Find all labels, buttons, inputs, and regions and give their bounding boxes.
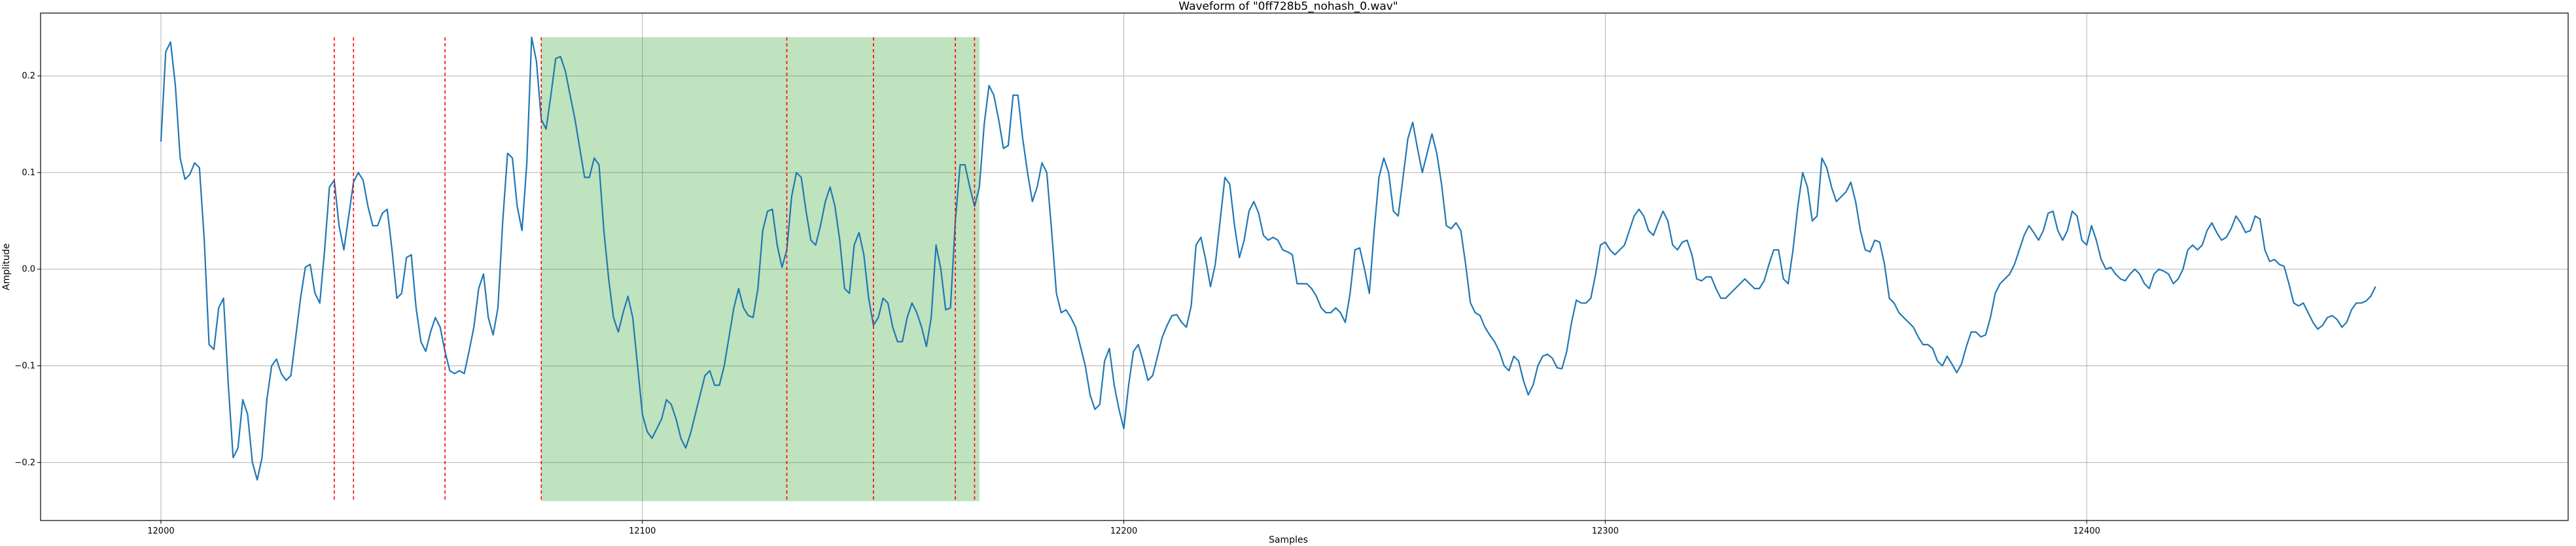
y-axis-label: Amplitude	[1, 243, 12, 290]
x-tick-label: 12000	[147, 526, 174, 536]
chart-title: Waveform of "0ff728b5_nohash_0.wav"	[1178, 0, 1398, 13]
y-tick-label: 0.2	[22, 71, 35, 81]
y-tick-label: −0.1	[14, 362, 35, 371]
x-tick-label: 12200	[1110, 526, 1137, 536]
axes-frame	[40, 12, 2569, 521]
waveform-line	[160, 36, 2376, 481]
x-tick-label: 12300	[1592, 526, 1619, 536]
y-tick-label: 0.1	[22, 168, 35, 178]
x-tick-label: 12100	[629, 526, 656, 536]
shaded-region	[541, 37, 979, 502]
x-tick-label: 12400	[2073, 526, 2100, 536]
y-tick-label: 0.0	[22, 265, 35, 275]
y-tick-label: −0.2	[14, 458, 35, 468]
x-axis-label: Samples	[1269, 535, 1308, 545]
